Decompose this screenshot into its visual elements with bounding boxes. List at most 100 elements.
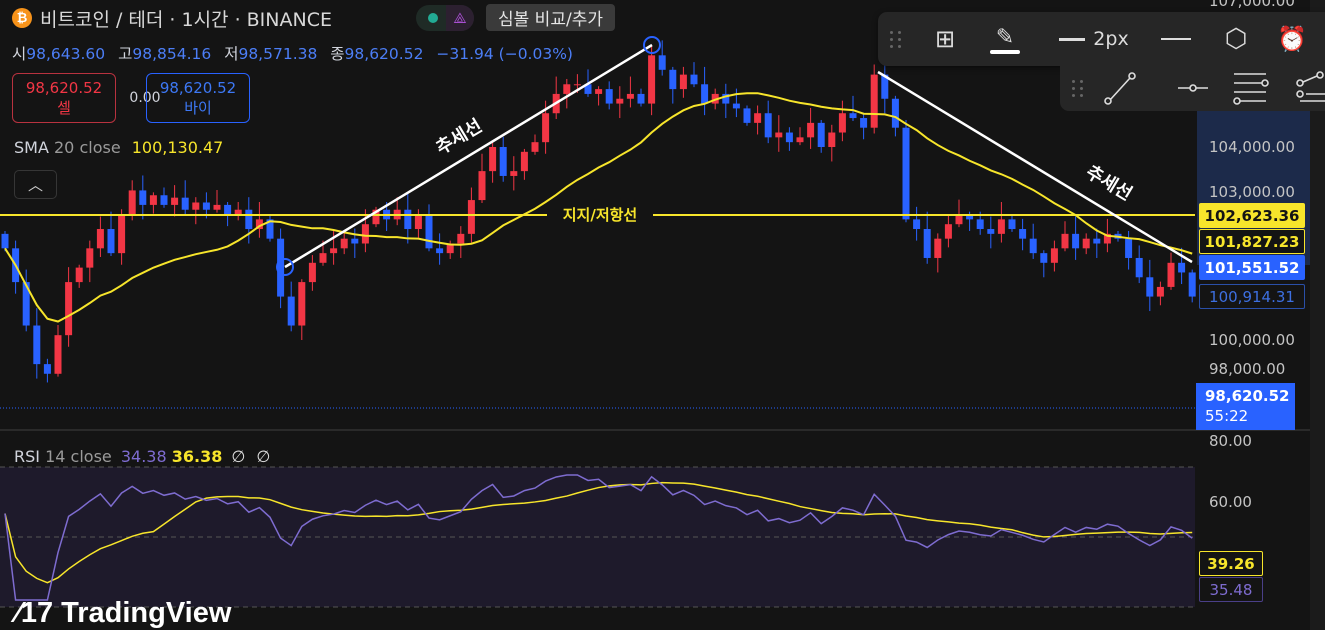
sell-label: 셀 [57, 99, 71, 117]
candle [160, 195, 168, 205]
candle [171, 197, 179, 205]
candle [96, 229, 104, 249]
candle [1040, 253, 1048, 263]
trendline-handle-start[interactable] [276, 258, 294, 276]
candle [722, 93, 730, 104]
drawing-tools-subbar[interactable] [1060, 66, 1325, 111]
candle [605, 89, 613, 104]
high-value: 98,854.16 [132, 45, 212, 63]
drag-handle-icon[interactable] [1072, 80, 1083, 97]
candle [22, 282, 30, 326]
open-label: 시 [12, 45, 27, 63]
buy-button[interactable]: 98,620.52 바이 [146, 73, 250, 123]
close-value: 98,620.52 [344, 45, 424, 63]
candle [531, 142, 539, 152]
chevron-up-icon: ︿ [27, 176, 43, 194]
candle [478, 171, 486, 201]
candle [785, 132, 793, 143]
last-price-tag: 98,620.52 55:22 [1196, 383, 1295, 430]
market-status[interactable]: ⟁ [416, 5, 474, 31]
line-style-icon[interactable] [1144, 19, 1208, 59]
candle [298, 282, 306, 326]
candle [1093, 238, 1101, 244]
candle [1178, 262, 1186, 273]
candle [828, 132, 836, 147]
candle [107, 229, 115, 254]
rsi-ma-tag: 39.26 [1199, 551, 1263, 576]
candle [1061, 233, 1069, 249]
candle [1135, 257, 1143, 278]
candle [849, 113, 857, 119]
drag-handle-icon[interactable] [890, 30, 901, 48]
sell-price: 98,620.52 [25, 79, 103, 97]
candle [202, 202, 210, 210]
candle [340, 238, 348, 249]
candle [520, 151, 528, 172]
candle [701, 84, 709, 104]
sma-value: 100,130.47 [131, 138, 224, 157]
settings-icon[interactable]: ⬡ [1224, 24, 1248, 54]
last-price: 98,620.52 [1205, 387, 1290, 405]
sma-legend[interactable]: SMA 20 close 100,130.47 [14, 138, 223, 157]
support-label-bg [547, 204, 653, 226]
candle [955, 214, 963, 225]
candle [679, 74, 687, 90]
pitchfork-icon[interactable] [1296, 70, 1325, 102]
buy-price: 98,620.52 [159, 79, 237, 97]
rsi-axis-label: 80.00 [1209, 432, 1252, 450]
pencil-color-icon[interactable]: ✎ [980, 19, 1030, 59]
candle [1008, 219, 1016, 230]
candle [255, 219, 263, 230]
collapse-legend-button[interactable]: ︿ [14, 170, 57, 199]
range-top-tag: 101,551.52 [1199, 255, 1305, 280]
sell-button[interactable]: 98,620.52 셀 [12, 73, 116, 123]
alert-add-icon[interactable]: ⏰ [1277, 25, 1307, 53]
rsi-value: 34.38 [120, 447, 167, 466]
low-value: 98,571.38 [238, 45, 318, 63]
tradingview-logo[interactable]: ⁄17 TradingView [16, 598, 231, 628]
low-label: 저 [224, 45, 239, 63]
buy-label: 바이 [184, 99, 212, 117]
line-width-button[interactable]: 2px [1044, 19, 1144, 59]
brand-name: TradingView [61, 597, 232, 629]
trendline-down[interactable] [877, 70, 1193, 264]
ohlc-legend: 시98,643.60 고98,854.16 저98,571.38 종98,620… [12, 42, 581, 64]
candle [319, 253, 327, 263]
candle [1103, 233, 1111, 244]
symbol-title[interactable]: 비트코인 / 테더 · 1시간 · BINANCE [40, 8, 332, 31]
candle [266, 219, 274, 239]
candle [881, 74, 889, 99]
templates-icon[interactable]: ⊞ [934, 25, 956, 53]
candle [86, 248, 94, 268]
candle [1146, 277, 1154, 297]
drawing-toolbar[interactable]: ⊞ ✎ 2px ⬡ ⏰ 🔓 [878, 12, 1325, 66]
candle [732, 103, 740, 109]
candle [234, 209, 242, 215]
trendline-up[interactable] [284, 43, 653, 269]
candle [1156, 286, 1164, 297]
symbol-header[interactable]: ₿ 비트코인 / 테더 · 1시간 · BINANCE [0, 4, 332, 32]
support-label[interactable]: 지지/저항선 [563, 206, 637, 224]
trendline-icon[interactable] [1104, 71, 1136, 105]
candle [944, 224, 952, 239]
axis-label: 107,000.00 [1209, 0, 1295, 10]
candle [775, 132, 783, 138]
candle [1082, 238, 1090, 249]
candle [595, 89, 603, 94]
candle [308, 262, 316, 283]
fib-icon[interactable] [1233, 72, 1269, 105]
candle [510, 171, 518, 176]
horizontal-ray-icon[interactable] [1178, 83, 1208, 92]
rsi-axis-label: 60.00 [1209, 493, 1252, 511]
lock-icon[interactable]: 🔓 [1320, 19, 1325, 59]
right-gutter [1310, 0, 1325, 630]
bitcoin-icon: ₿ [12, 8, 32, 28]
candle [457, 233, 465, 244]
candle [542, 113, 550, 143]
rsi-legend[interactable]: RSI 14 close 34.38 36.38 ∅ ∅ [14, 447, 270, 466]
candle [987, 229, 995, 234]
close-label: 종 [330, 45, 345, 63]
data-network-icon: ⟁ [446, 5, 474, 31]
trendline-handle-end[interactable] [643, 36, 661, 54]
